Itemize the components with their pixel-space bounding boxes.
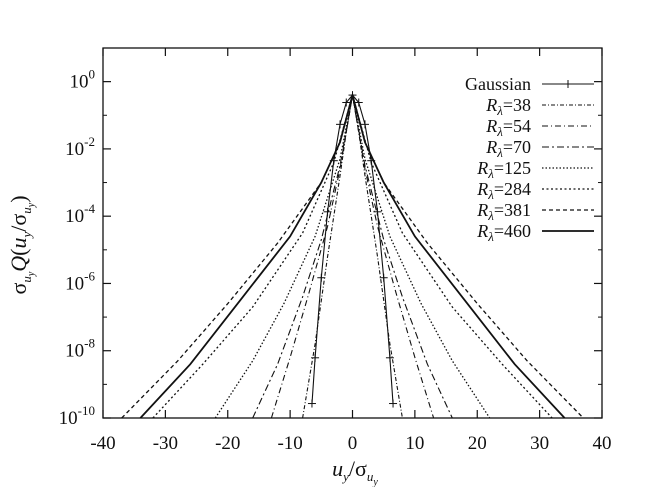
series-line bbox=[139, 91, 566, 419]
series-line bbox=[252, 95, 453, 419]
series-line bbox=[214, 94, 491, 419]
series-line bbox=[270, 95, 435, 419]
y-tick-label: 100 bbox=[70, 67, 96, 93]
x-tick-label: 10 bbox=[405, 433, 424, 454]
legend-label: Rλ=381 bbox=[476, 200, 531, 223]
legend-label: Rλ=284 bbox=[476, 179, 531, 202]
x-tick-label: -10 bbox=[277, 433, 302, 454]
x-axis-ticks: -40 -30 -20 -10 0 10 20 30 40 bbox=[90, 48, 612, 454]
y-axis-ticks: 100 10-2 10-4 10-6 10-8 10-10 bbox=[59, 47, 602, 429]
legend-label: Rλ=70 bbox=[485, 137, 531, 160]
x-tick-label: -40 bbox=[90, 433, 115, 454]
legend-label: Rλ=38 bbox=[485, 95, 531, 118]
y-tick-label: 10-6 bbox=[65, 268, 95, 294]
y-tick-label: 10-4 bbox=[65, 201, 95, 227]
legend: GaussianRλ=38Rλ=54Rλ=70Rλ=125Rλ=284Rλ=38… bbox=[465, 74, 594, 244]
series-line bbox=[311, 94, 394, 404]
x-tick-label: -30 bbox=[153, 433, 178, 454]
legend-label: Rλ=54 bbox=[485, 116, 531, 139]
legend-label: Rλ=125 bbox=[476, 158, 531, 181]
x-tick-label: -20 bbox=[215, 433, 240, 454]
x-tick-label: 0 bbox=[348, 433, 358, 454]
y-tick-label: 10-2 bbox=[65, 134, 95, 160]
series-line bbox=[302, 95, 403, 419]
x-tick-label: 40 bbox=[593, 433, 612, 454]
x-tick-label: 20 bbox=[468, 433, 487, 454]
y-tick-label: 10-8 bbox=[65, 336, 95, 362]
legend-label: Gaussian bbox=[465, 74, 531, 94]
x-axis-label: uy/σuy bbox=[332, 456, 378, 487]
series-lines bbox=[121, 91, 584, 419]
x-tick-label: 30 bbox=[530, 433, 549, 454]
y-axis-label: σuyQ(uy/σuy) bbox=[6, 195, 37, 294]
legend-label: Rλ=460 bbox=[476, 221, 531, 244]
y-tick-label: 10-10 bbox=[59, 403, 95, 429]
